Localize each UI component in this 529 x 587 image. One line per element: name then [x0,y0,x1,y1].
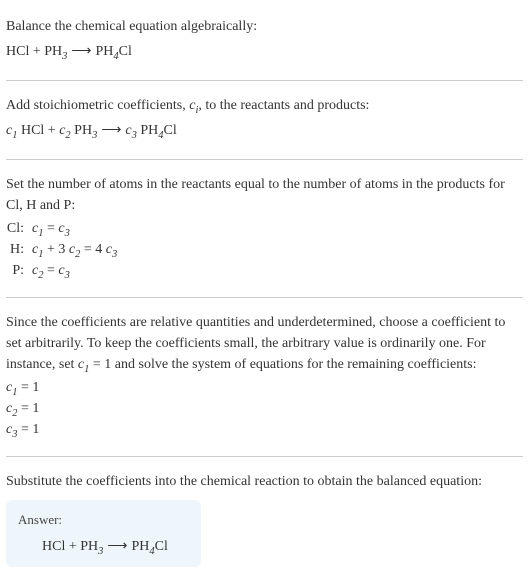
coeff-line-2: c2 = 1 [6,398,523,419]
product-1a: PH [95,44,113,59]
section-solve: Since the coefficients are relative quan… [6,304,523,450]
reactant-1: HCl [6,44,29,59]
section-intro: Balance the chemical equation algebraica… [6,8,523,74]
p-eq: = [43,263,58,278]
atom-label-h: H: [6,239,32,260]
divider [6,456,523,457]
arrow-icon: ⟶ [71,44,91,59]
ans-p1a: PH [131,539,149,554]
coeff-equation: c1 HCl + c2 PH3⟶c3 PH4Cl [6,120,523,141]
divider [6,80,523,81]
ans-r2-sub: 3 [98,545,103,556]
ans-r2a: PH [80,539,98,554]
coeff-solution-list: c1 = 1 c2 = 1 c3 = 1 [6,377,523,440]
cl-c3s: 3 [65,228,70,239]
atom-eq-p: c2 = c3 [32,260,117,281]
arrow-icon: ⟶ [107,539,127,554]
arrow-icon: ⟶ [101,123,121,138]
coeff-line-1: c1 = 1 [6,377,523,398]
ans-p1b: Cl [155,539,168,554]
p-c3s: 3 [65,270,70,281]
atom-label-cl: Cl: [6,218,32,239]
section-answer: Substitute the coefficients into the che… [6,463,523,575]
section-atom-balance: Set the number of atoms in the reactants… [6,166,523,291]
section-coefficients: Add stoichiometric coefficients, ci, to … [6,87,523,153]
coeff-line-3: c3 = 1 [6,419,523,440]
l3-val: = 1 [17,422,39,437]
atom-balance-table: Cl: c1 = c3 H: c1 + 3 c2 = 4 c3 P: c2 = … [6,218,117,281]
atom-eq-h: c1 + 3 c2 = 4 c3 [32,239,117,260]
atom-row-p: P: c2 = c3 [6,260,117,281]
h-eq: = 4 [80,242,105,257]
h-plus: + 3 [43,242,68,257]
ans-r1: HCl [42,539,65,554]
divider [6,297,523,298]
sp1: HCl + [17,123,59,138]
h-c3s: 3 [112,249,117,260]
cl-eq: = [43,221,58,236]
atom-label-p: P: [6,260,32,281]
answer-label: Answer: [18,510,189,530]
divider [6,159,523,160]
plus: + [29,44,44,59]
unbalanced-equation: HCl + PH3⟶PH4Cl [6,41,523,62]
atom-row-cl: Cl: c1 = c3 [6,218,117,239]
sp2a: PH [71,123,92,138]
atom-row-h: H: c1 + 3 c2 = 4 c3 [6,239,117,260]
coeff-intro-b: , to the reactants and products: [198,98,369,113]
sp3b: Cl [164,123,177,138]
reactant-2a: PH [44,44,62,59]
answer-box: Answer: HCl + PH3⟶PH4Cl [6,500,201,567]
product-1b: Cl [119,44,132,59]
solve-intro-b: = 1 and solve the system of equations fo… [89,357,476,372]
coeff-intro: Add stoichiometric coefficients, ci, to … [6,95,523,116]
l1-val: = 1 [17,380,39,395]
sp2-sub: 3 [92,130,97,141]
solve-intro: Since the coefficients are relative quan… [6,312,523,375]
atom-eq-cl: c1 = c3 [32,218,117,239]
intro-text: Balance the chemical equation algebraica… [6,16,523,37]
reactant-2-sub: 3 [62,51,67,62]
sp3a: PH [137,123,158,138]
substitute-intro: Substitute the coefficients into the che… [6,471,523,492]
coeff-intro-a: Add stoichiometric coefficients, [6,98,189,113]
l2-val: = 1 [17,401,39,416]
balanced-equation: HCl + PH3⟶PH4Cl [18,536,189,557]
ans-plus: + [65,539,80,554]
atom-intro: Set the number of atoms in the reactants… [6,174,523,216]
